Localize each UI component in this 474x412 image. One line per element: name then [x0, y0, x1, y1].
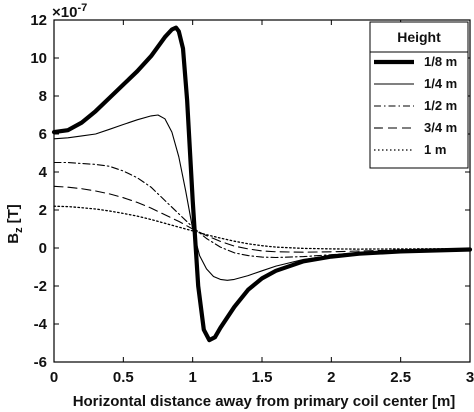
y-tick-label: -4 [34, 316, 48, 333]
y-tick-label: 0 [39, 240, 47, 257]
x-tick-label: 3 [466, 369, 474, 386]
series-line-5 [53, 205, 471, 250]
legend-label-4: 3/4 m [424, 120, 457, 135]
y-tick-label: 4 [39, 164, 48, 181]
x-tick-label: 0.5 [113, 369, 134, 386]
y-multiplier-base: ×10 [52, 4, 77, 21]
y-tick-label: 10 [30, 50, 47, 67]
series-line-1 [51, 25, 473, 343]
y-tick-label: 6 [39, 126, 47, 143]
x-tick-label: 0 [50, 369, 58, 386]
y-axis-title-subscript: z [13, 227, 25, 233]
x-tick-label: 1.5 [252, 369, 273, 386]
y-axis-title: Bz [T] [5, 204, 25, 244]
series-line-2 [53, 114, 471, 281]
y-tick-label: 8 [39, 88, 47, 105]
x-axis-title: Horizontal distance away from primary co… [73, 393, 456, 410]
x-tick-label: 2.5 [390, 369, 411, 386]
y-tick-label: -6 [34, 354, 47, 371]
y-axis-title-main: B [5, 233, 22, 244]
y-tick-label: 2 [39, 202, 47, 219]
x-tick-label: 1 [188, 369, 196, 386]
axes-layer: 0 0.5 1 1.5 2 2.5 3 -6 -4 -2 0 2 4 6 8 10 12 [30, 12, 474, 386]
legend-label-3: 1/2 m [424, 98, 457, 113]
legend-label-1: 1/8 m [424, 54, 457, 69]
y-multiplier-exponent: -7 [77, 2, 87, 14]
series-layer [51, 25, 473, 343]
legend-label-5: 1 m [424, 142, 446, 157]
y-tick-label: -2 [34, 278, 47, 295]
y-tick-label: 12 [30, 12, 47, 29]
legend-title: Height [397, 29, 441, 45]
y-axis-multiplier: ×10-7 [52, 2, 87, 21]
y-axis-title-unit: [T] [5, 204, 22, 223]
x-tick-label: 2 [327, 369, 335, 386]
legend: Height 1/8 m 1/4 m 1/2 m 3/4 m 1 m [369, 21, 469, 169]
legend-label-2: 1/4 m [424, 76, 457, 91]
legend-box [369, 21, 469, 169]
